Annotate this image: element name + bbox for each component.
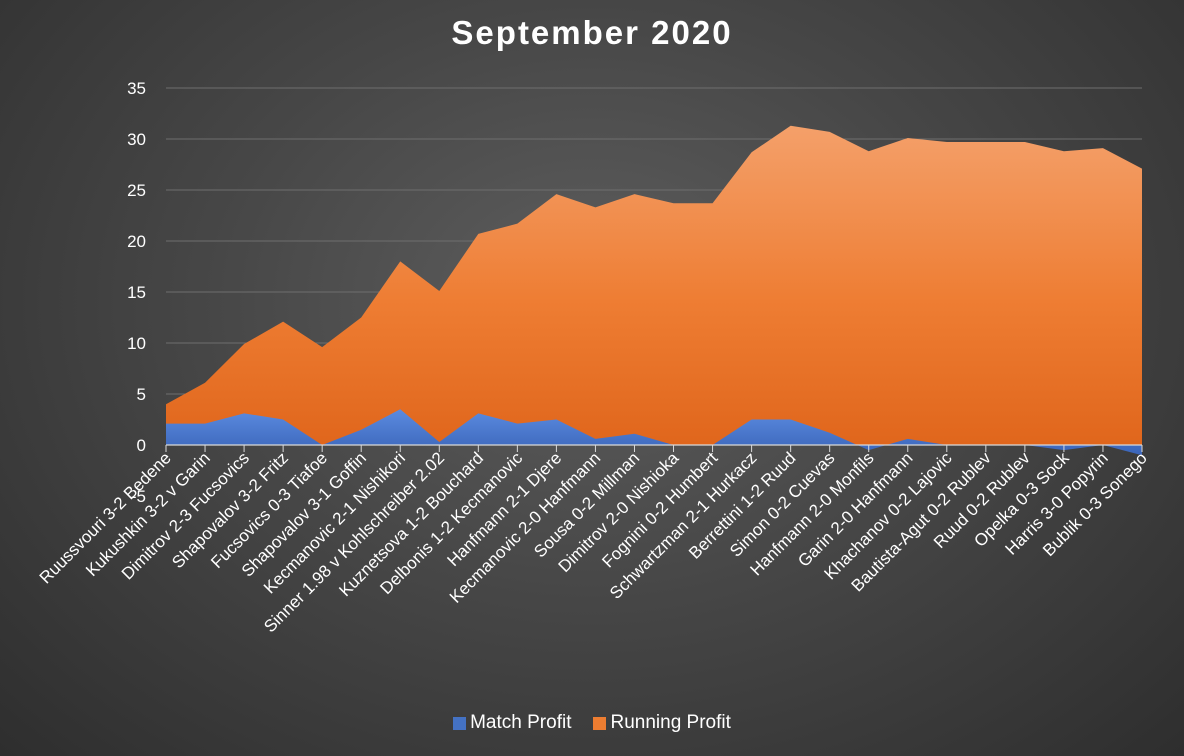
y-tick-label: 20: [127, 232, 146, 251]
area-running-profit: [166, 125, 1142, 446]
legend-item-match-profit: Match Profit: [453, 712, 571, 734]
y-tick-label: 5: [137, 385, 146, 404]
y-tick-label: 30: [127, 130, 146, 149]
legend-swatch-match-profit: [453, 716, 467, 730]
y-tick-label: 0: [137, 436, 146, 455]
y-tick-label: 15: [127, 283, 146, 302]
axes: [165, 444, 1143, 452]
chart-title: September 2020: [451, 14, 733, 51]
plot-areas: [166, 125, 1142, 456]
legend: Match Profit Running Profit: [0, 712, 1184, 734]
legend-swatch-running-profit: [593, 716, 607, 730]
legend-item-running-profit: Running Profit: [593, 712, 731, 734]
legend-label-running-profit: Running Profit: [610, 712, 731, 733]
y-tick-label: 35: [127, 79, 146, 98]
y-tick-label: 10: [127, 334, 146, 353]
legend-label-match-profit: Match Profit: [470, 712, 572, 733]
y-tick-label: -5: [131, 487, 146, 506]
area-match-profit: [166, 409, 1142, 456]
y-tick-label: 25: [127, 181, 146, 200]
y-axis-ticks: 35 30 25 20 15 10 5 0 -5: [127, 79, 146, 506]
